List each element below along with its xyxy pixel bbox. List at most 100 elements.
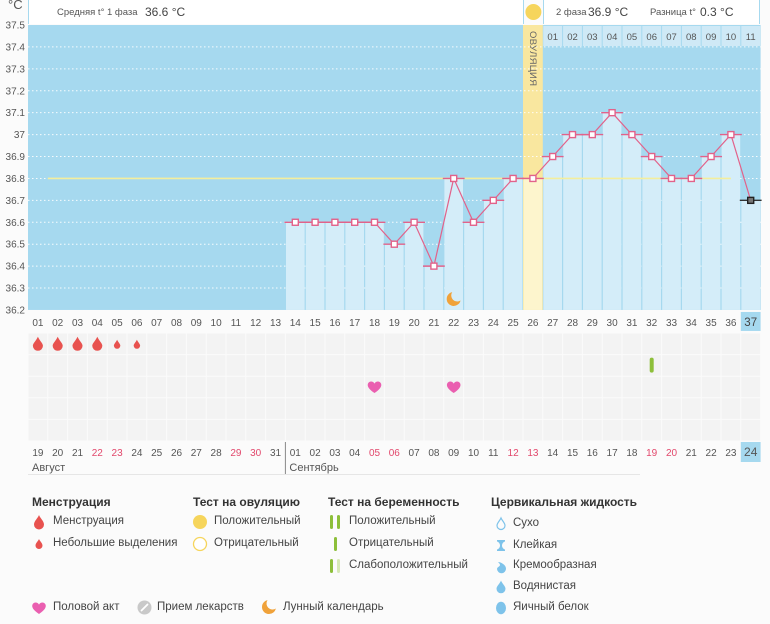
marker-cell [345, 398, 365, 419]
pregnancy-positive-icon [330, 515, 340, 529]
legend-pregnancy-weak: Слабоположительный [349, 559, 468, 571]
calendar-date-weekend: 30 [250, 448, 262, 459]
temperature-point [529, 174, 537, 183]
temperature-bar [563, 134, 582, 310]
marker-cell [622, 419, 642, 441]
marker-cell [424, 419, 444, 441]
marker-cell [662, 398, 681, 419]
small-drop-icon [35, 539, 43, 549]
calendar-date: 28 [211, 448, 223, 459]
marker-cell [345, 376, 365, 398]
marker-cell [523, 398, 543, 419]
temperature-point [707, 152, 715, 161]
marker-cell [48, 398, 68, 419]
phase2-day-label: 11 [746, 32, 756, 43]
marker-cell [701, 376, 721, 398]
marker-cell [662, 333, 681, 355]
calendar-date: 24 [131, 448, 143, 459]
phase2-day-cell [563, 26, 582, 46]
temperature-bar [543, 156, 562, 310]
marker-cell [444, 333, 464, 355]
phase2-day-cell [543, 26, 563, 46]
marker-cell [325, 333, 345, 355]
temperature-bar [345, 222, 364, 310]
marker-cell [127, 398, 147, 419]
temperature-bar [602, 112, 622, 310]
temperature-bar [305, 222, 325, 310]
marker-cell [147, 419, 167, 441]
marker-cell [107, 419, 127, 441]
temperature-point [469, 218, 478, 226]
dry-icon [496, 516, 506, 531]
marker-cell [68, 355, 87, 376]
legend-intercourse: Половой акт [53, 601, 120, 613]
marker-cell [543, 333, 563, 355]
marker-cell [681, 355, 701, 376]
temperature-bar [404, 222, 424, 310]
egg-white-icon [496, 601, 506, 615]
drop-icon [34, 515, 44, 530]
temperature-bar [503, 178, 523, 310]
calendar-date: 19 [32, 448, 44, 459]
legend-menstruation-title: Менструация [32, 495, 111, 509]
x-cycle-day-label: 32 [646, 318, 658, 329]
phase2-day-label: 05 [627, 32, 638, 43]
menstruation-drop [72, 336, 83, 351]
x-cycle-day-label: 33 [666, 318, 678, 329]
x-cycle-day-label: 29 [587, 318, 599, 329]
x-cycle-day-label: 05 [112, 318, 124, 329]
marker-cell [464, 376, 483, 398]
marker-cell [404, 419, 424, 441]
temperature-point [747, 196, 755, 205]
temperature-point [509, 174, 517, 183]
marker-cell [444, 398, 464, 419]
temperature-bar [325, 222, 345, 310]
x-cycle-day-label: 04 [92, 318, 104, 329]
marker-cell [523, 419, 543, 441]
temperature-line-layer [47, 108, 762, 306]
marker-cell [483, 333, 503, 355]
marker-cell [503, 376, 523, 398]
marker-cell [563, 376, 582, 398]
ovulation-negative-icon [192, 536, 208, 552]
month-label: Август [32, 462, 65, 474]
marker-cell [305, 419, 325, 441]
calendar-date-weekend: 19 [646, 448, 658, 459]
diff-value: 0.3 °C [700, 5, 734, 19]
marker-cell [543, 419, 563, 441]
marker-cell [68, 398, 87, 419]
marker-cell [246, 355, 266, 376]
temperature-bar [583, 134, 602, 310]
marker-cell [147, 355, 167, 376]
marker-cell [167, 419, 186, 441]
calendar-date-weekend: 23 [112, 448, 124, 459]
phase2-day-cell [701, 26, 721, 46]
creamy-icon [497, 562, 507, 574]
legend-pregnancy-negative: Отрицательный [349, 537, 434, 549]
calendar-date: 09 [448, 448, 460, 459]
y-tick-label: 36.5 [6, 240, 26, 251]
calendar-date: 31 [270, 448, 282, 459]
marker-cell [741, 419, 761, 441]
marker-cell [523, 376, 543, 398]
marker-cell [563, 398, 582, 419]
marker-cell [444, 419, 464, 441]
temperature-bar [721, 134, 741, 310]
marker-cell [226, 376, 246, 398]
marker-cell [523, 333, 543, 355]
temperature-point [390, 240, 398, 248]
intercourse-heart [446, 381, 461, 393]
temperature-bar [424, 266, 444, 310]
phase2-day-cell [642, 26, 662, 46]
marker-cell [483, 376, 503, 398]
marker-cell [87, 419, 107, 441]
calendar-date-weekend: 22 [92, 448, 104, 459]
marker-cell [523, 355, 543, 376]
calendar-date: 17 [607, 448, 619, 459]
legend-pregnancy-positive: Положительный [349, 515, 436, 527]
marker-cell [266, 419, 285, 441]
temperature-point [628, 130, 636, 139]
phase2-day-label: 08 [686, 32, 697, 43]
marker-cell [662, 355, 681, 376]
y-tick-label: 37.2 [6, 86, 26, 97]
